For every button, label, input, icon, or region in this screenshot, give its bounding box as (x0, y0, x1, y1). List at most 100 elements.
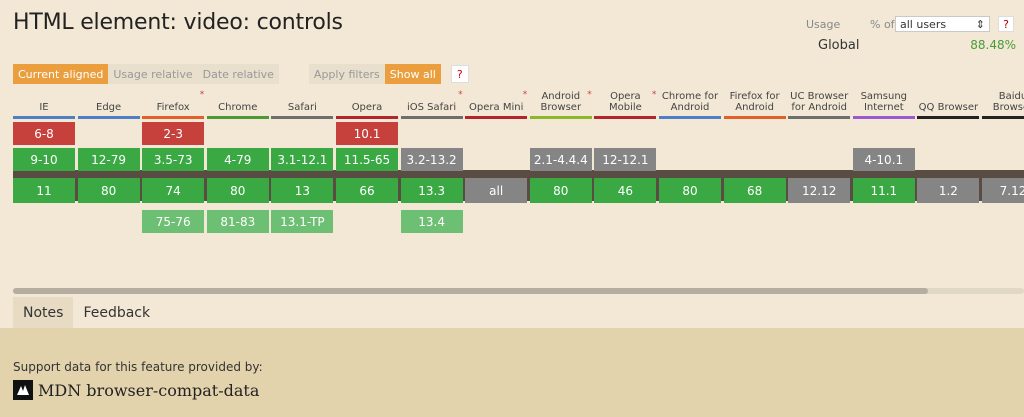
version-cell[interactable]: 13.3 (400, 178, 463, 203)
support-text: Support data for this feature provided b… (13, 360, 263, 374)
version-cell[interactable]: 12.12 (788, 178, 851, 203)
horizontal-scrollbar[interactable] (13, 288, 1024, 294)
browser-color-bar (852, 116, 915, 119)
browser-name: Firefox (156, 102, 190, 113)
version-cell[interactable]: 4-79 (206, 148, 269, 171)
version-cell[interactable]: 81-83 (206, 210, 269, 233)
tab-feedback[interactable]: Feedback (73, 297, 161, 328)
pct-of-label: % of (870, 17, 895, 31)
browser-header[interactable]: IE (13, 90, 75, 116)
version-cell[interactable]: 13.1-TP (271, 210, 334, 233)
browser-color-bar (336, 116, 398, 119)
usage-help-button[interactable]: ? (998, 16, 1014, 32)
browser-header[interactable]: Opera (336, 90, 398, 116)
browser-header[interactable]: Firefox * (142, 90, 205, 116)
version-cell[interactable]: 13.4 (400, 210, 463, 233)
browser-header[interactable]: Samsung Internet (853, 90, 915, 116)
browser-column: Opera 10.1 11.5-65 66 (336, 90, 398, 233)
version-cell[interactable]: 3.1-12.1 (271, 148, 334, 171)
version-cell[interactable]: 6-8 (13, 122, 75, 145)
browser-column: Firefox for Android 68 (723, 90, 786, 233)
version-cell[interactable]: 75-76 (142, 210, 205, 233)
browser-header[interactable]: Edge (78, 90, 140, 116)
version-cell[interactable]: 3.5-73 (142, 148, 205, 171)
version-cell[interactable]: 9-10 (13, 148, 75, 171)
browser-header[interactable]: Baidu Browser (982, 90, 1024, 116)
version-cell (13, 210, 75, 233)
apply-filters-button[interactable]: Apply filters (308, 64, 385, 84)
browser-header[interactable]: UC Browser for Android (788, 90, 850, 116)
version-cell (659, 148, 721, 171)
version-cell[interactable]: 2.1-4.4.4 (529, 148, 592, 171)
browser-header[interactable]: Chrome (207, 90, 269, 116)
browser-name: Chrome for Android (661, 91, 719, 113)
users-select[interactable]: all users ⇕ (895, 16, 990, 32)
current-aligned-button[interactable]: Current aligned (13, 64, 109, 84)
browser-header[interactable]: QQ Browser (917, 90, 979, 116)
show-all-button[interactable]: Show all (384, 64, 441, 84)
browser-header[interactable]: Firefox for Android (724, 90, 786, 116)
version-cell (465, 122, 527, 145)
browser-name: Firefox for Android (729, 91, 780, 113)
version-cell (271, 122, 333, 145)
version-cell[interactable]: 10.1 (336, 122, 398, 145)
version-cell (78, 122, 140, 145)
version-cell[interactable]: 4-10.1 (852, 148, 915, 171)
version-cell[interactable]: 11 (13, 178, 75, 203)
browser-column: Samsung Internet 4-10.1 11.1 (852, 90, 915, 233)
date-relative-button[interactable]: Date relative (197, 64, 279, 84)
version-cell[interactable]: 11.1 (852, 178, 915, 203)
version-cell (465, 210, 527, 233)
browser-header[interactable]: Opera Mobile * (594, 90, 656, 116)
version-cell (853, 210, 915, 233)
version-cell[interactable]: 12-79 (77, 148, 140, 171)
version-cell[interactable]: 80 (659, 178, 721, 203)
browser-column: Firefox * 2-3 3.5-73 74 75-76 (142, 90, 205, 233)
version-cell[interactable]: 3.2-13.2 (400, 148, 463, 171)
browser-name: Opera Mobile (608, 91, 642, 113)
toolbar-help-button[interactable]: ? (450, 65, 469, 83)
usage-relative-button[interactable]: Usage relative (108, 64, 198, 84)
version-cell[interactable]: 11.5-65 (336, 148, 398, 171)
browser-header[interactable]: Chrome for Android (659, 90, 721, 116)
version-cell (724, 210, 786, 233)
version-cell[interactable]: 80 (529, 178, 592, 203)
browser-header[interactable]: Opera Mini * (465, 90, 527, 116)
scrollbar-thumb[interactable] (13, 288, 928, 294)
version-cell[interactable]: 13 (271, 178, 334, 203)
tab-notes[interactable]: Notes (13, 297, 74, 328)
version-cell (853, 122, 915, 145)
browser-column: Opera Mini * all (465, 90, 528, 233)
version-cell[interactable]: 7.12 (982, 178, 1024, 203)
note-asterisk: * (458, 90, 463, 100)
version-cell[interactable]: all (465, 178, 528, 203)
version-cell[interactable]: 1.2 (917, 178, 980, 203)
browser-header[interactable]: iOS Safari * (401, 90, 463, 116)
note-asterisk: * (587, 90, 592, 100)
browser-name: Samsung Internet (860, 91, 908, 113)
version-cell (465, 148, 527, 171)
browser-color-bar (13, 116, 75, 119)
usage-label: Usage (806, 17, 841, 31)
version-cell[interactable]: 46 (594, 178, 657, 203)
version-cell (401, 122, 463, 145)
browser-column: Edge 12-79 80 (77, 90, 140, 233)
version-cell (78, 210, 140, 233)
browser-header[interactable]: Android Browser * (530, 90, 592, 116)
version-cell[interactable]: 80 (206, 178, 269, 203)
version-cell[interactable]: 68 (723, 178, 786, 203)
version-cell[interactable]: 66 (336, 178, 398, 203)
version-cell (594, 210, 656, 233)
browser-column: Safari 3.1-12.1 13 13.1-TP (271, 90, 334, 233)
version-cell[interactable]: 74 (142, 178, 205, 203)
version-cell[interactable]: 12-12.1 (594, 148, 657, 171)
version-cell[interactable]: 80 (77, 178, 140, 203)
version-cell (594, 122, 656, 145)
version-cell (917, 210, 979, 233)
browser-name: Edge (96, 102, 122, 113)
mdn-link[interactable]: MDN browser-compat-data (13, 380, 259, 400)
version-cell[interactable]: 2-3 (142, 122, 205, 145)
browser-color-bar (723, 116, 786, 119)
browser-header[interactable]: Safari (271, 90, 333, 116)
browser-column: Chrome 4-79 80 81-83 (206, 90, 269, 233)
